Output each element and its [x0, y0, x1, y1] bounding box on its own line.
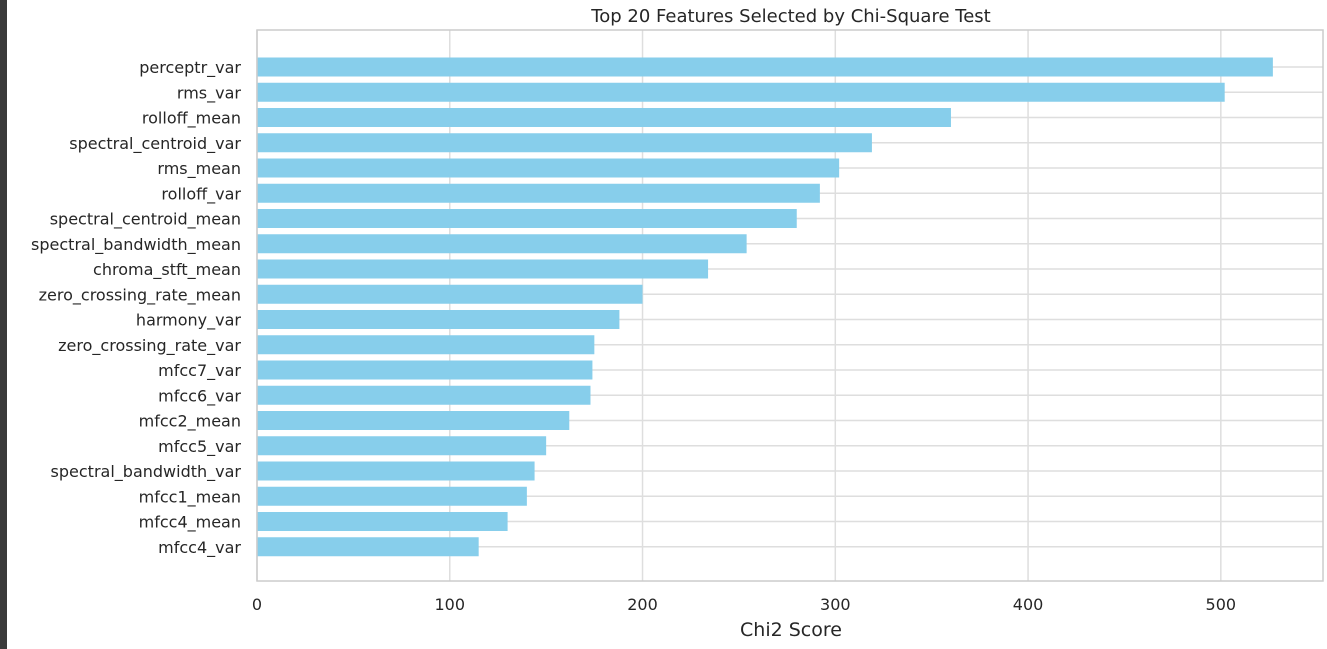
bar-mfcc5-var [257, 436, 547, 456]
x-tick-label: 500 [1206, 595, 1237, 614]
y-tick-label: rms_mean [157, 159, 241, 179]
bars [257, 57, 1273, 557]
bar-spectral-bandwidth-var [257, 461, 535, 481]
y-tick-label: mfcc4_var [158, 538, 241, 558]
chart-title: Top 20 Features Selected by Chi-Square T… [590, 6, 990, 27]
bar-chroma-stft-mean [257, 259, 709, 279]
bar-spectral-bandwidth-mean [257, 234, 747, 254]
bar-spectral-centroid-mean [257, 209, 797, 228]
y-tick-label: rolloff_var [161, 184, 241, 204]
y-tick-label: mfcc2_mean [139, 412, 241, 432]
bar-rolloff-var [257, 183, 820, 203]
x-tick-label: 400 [1013, 595, 1044, 614]
x-axis-title: Chi2 Score [740, 619, 842, 641]
plot-frame [256, 29, 1324, 582]
bar-rms-mean [257, 158, 840, 178]
y-tick-label: mfcc1_mean [139, 487, 241, 507]
y-tick-label: rms_var [177, 83, 241, 103]
bar-mfcc2-mean [257, 411, 570, 430]
y-tick-label: harmony_var [136, 311, 242, 331]
bar-zero-crossing-rate-var [257, 335, 595, 355]
bar-mfcc4-mean [257, 512, 508, 531]
y-tick-label: zero_crossing_rate_mean [39, 285, 241, 305]
x-tick-label: 100 [434, 595, 465, 614]
y-tick-label: spectral_centroid_var [69, 134, 241, 154]
bar-mfcc4-var [257, 537, 479, 557]
y-tick-label: spectral_centroid_mean [50, 210, 241, 230]
y-tick-label: rolloff_mean [142, 109, 241, 129]
y-tick-label: mfcc6_var [158, 386, 241, 406]
y-tick-label: mfcc5_var [158, 437, 241, 457]
x-tick-label: 0 [252, 595, 262, 614]
y-tick-labels: perceptr_var rms_var rolloff_mean spectral_… [31, 58, 241, 558]
bar-rolloff-mean [257, 108, 951, 127]
y-tick-label: zero_crossing_rate_var [58, 336, 241, 356]
y-tick-label: spectral_bandwidth_mean [31, 235, 241, 255]
y-tick-label: mfcc7_var [158, 361, 241, 381]
x-tick-labels: 0 100 200 300 400 500 [252, 595, 1236, 614]
y-tick-label: chroma_stft_mean [93, 260, 241, 280]
y-tick-label: spectral_bandwidth_var [51, 462, 242, 482]
x-tick-label: 200 [627, 595, 658, 614]
y-tick-label: perceptr_var [139, 58, 241, 78]
x-tick-label: 300 [820, 595, 851, 614]
bar-perceptr-var [257, 57, 1273, 77]
bar-harmony-var [257, 310, 620, 329]
bar-mfcc7-var [257, 360, 593, 380]
bar-rms-var [257, 82, 1225, 102]
bar-spectral-centroid-var [257, 133, 872, 153]
bar-mfcc6-var [257, 385, 591, 405]
window-edge-strip [0, 0, 7, 649]
bar-zero-crossing-rate-mean [257, 284, 643, 304]
bar-mfcc1-mean [257, 486, 527, 506]
y-tick-label: mfcc4_mean [139, 513, 241, 533]
